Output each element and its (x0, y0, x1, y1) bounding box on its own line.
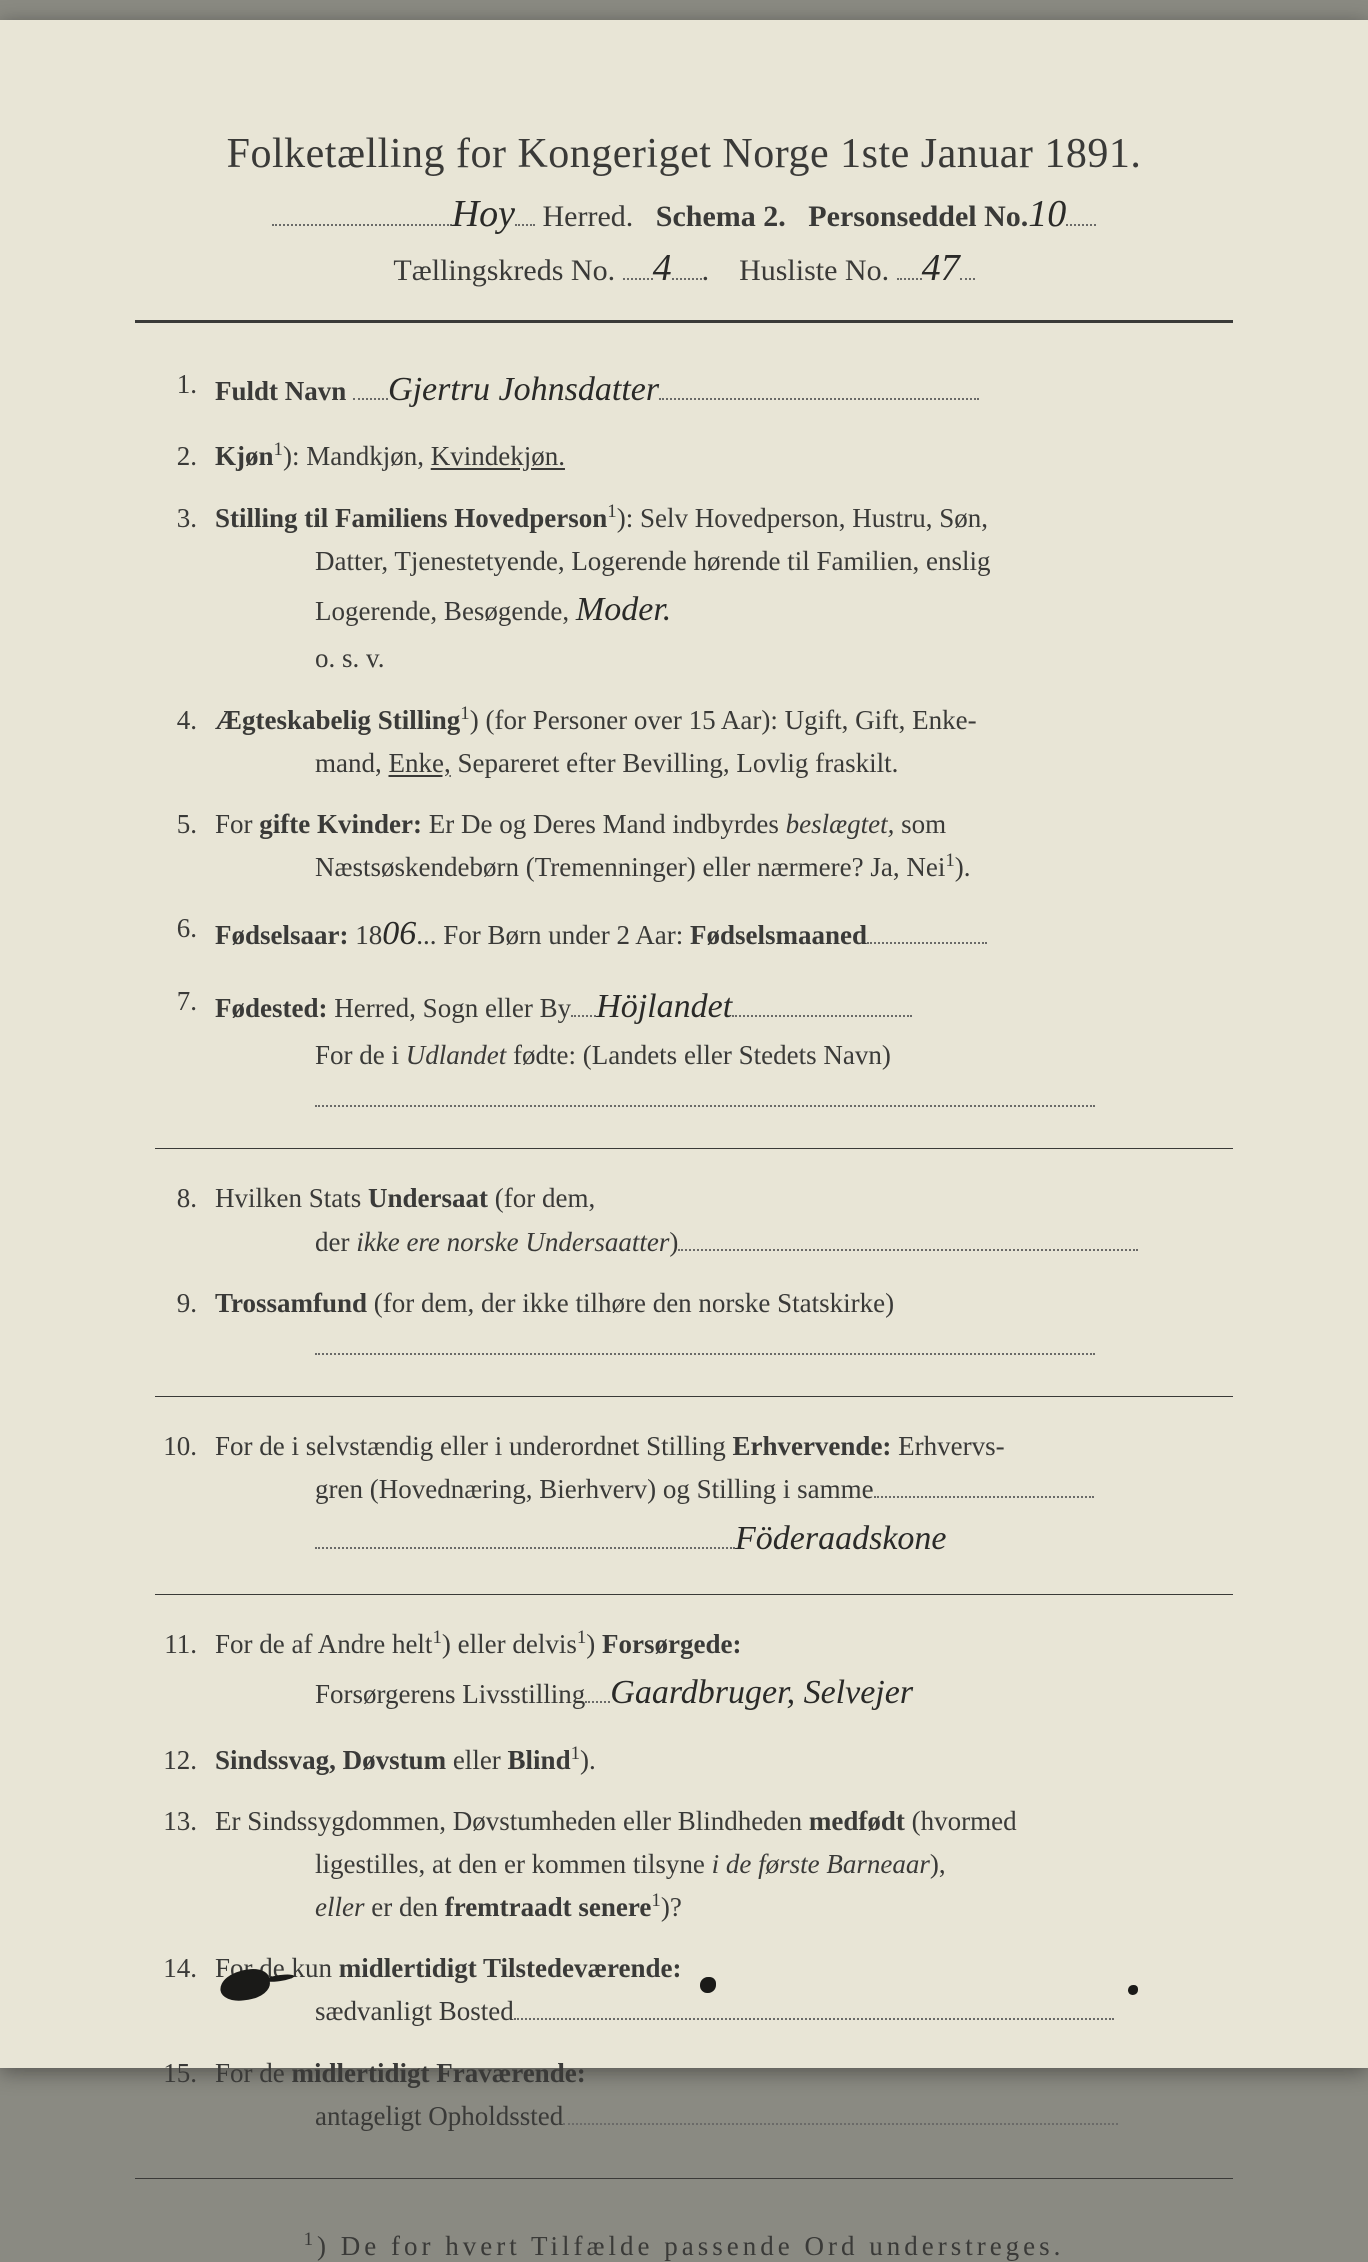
husliste-label: Husliste No. (739, 254, 889, 287)
item-num: 4. (155, 699, 215, 742)
item-label: Ægteskabelig Stilling (215, 705, 460, 735)
item-num: 14. (155, 1947, 215, 1990)
header-line-2: Tællingskreds No. 4. Husliste No. 47 (135, 246, 1233, 290)
herred-label: Herred. (543, 200, 634, 233)
item-label: Fuldt Navn (215, 376, 346, 406)
ink-blot-icon (700, 1977, 716, 1993)
husliste-hw: 47 (922, 246, 960, 290)
item-num: 15. (155, 2052, 215, 2095)
item-1: 1. Fuldt Navn Gjertru Johnsdatter (155, 363, 1233, 417)
divider-top (135, 320, 1233, 323)
item-label: midlertidigt Fraværende: (292, 2058, 586, 2088)
provider-handwritten: Gaardbruger, Selvejer (610, 1674, 913, 1711)
item-10: 10. For de i selvstændig eller i underor… (155, 1425, 1233, 1566)
birthplace-handwritten: Höjlandet (596, 988, 732, 1025)
tallingskreds-hw: 4 (653, 246, 672, 290)
item-num: 13. (155, 1800, 215, 1843)
tallingskreds-label: Tællingskreds No. (393, 254, 615, 287)
item-num: 10. (155, 1425, 215, 1468)
item-15: 15. For de midlertidigt Fraværende: anta… (155, 2052, 1233, 2138)
occupation-handwritten: Föderaadskone (735, 1520, 947, 1557)
item-label: gifte Kvinder: (259, 809, 422, 839)
header-line-1: Hoy Herred. Schema 2. Personseddel No.10 (135, 192, 1233, 236)
personseddel-label: Personseddel No. (808, 200, 1028, 233)
item-num: 9. (155, 1282, 215, 1325)
item-label: Stilling til Familiens Hovedperson (215, 503, 607, 533)
schema-label: Schema 2. (656, 200, 786, 233)
herred-handwritten: Hoy (452, 192, 515, 236)
footnote: 1) De for hvert Tilfælde passende Ord un… (135, 2229, 1233, 2262)
ink-blot-icon (1128, 1985, 1138, 1995)
item-label: Sindssvag, Døvstum (215, 1745, 446, 1775)
divider-mid-2 (155, 1396, 1233, 1397)
item-num: 8. (155, 1177, 215, 1220)
item-label: Fødested: (215, 993, 327, 1023)
item-7: 7. Fødested: Herred, Sogn eller ByHöjlan… (155, 980, 1233, 1121)
item-6: 6. Fødselsaar: 1806... For Børn under 2 … (155, 907, 1233, 961)
item-num: 6. (155, 907, 215, 950)
relation-handwritten: Moder. (576, 591, 671, 628)
item-14: 14. For de kun midlertidigt Tilstedevære… (155, 1947, 1233, 2033)
item-2: 2. Kjøn1): Mandkjøn, Kvindekjøn. (155, 435, 1233, 478)
item-num: 1. (155, 363, 215, 406)
name-handwritten: Gjertru Johnsdatter (388, 371, 659, 408)
underlined-value: Enke, (389, 748, 451, 778)
item-12: 12. Sindssvag, Døvstum eller Blind1). (155, 1739, 1233, 1782)
item-label: midlertidigt Tilstedeværende: (339, 1953, 682, 1983)
item-num: 5. (155, 803, 215, 846)
item-num: 7. (155, 980, 215, 1023)
item-label: Erhvervende: (732, 1431, 891, 1461)
item-9: 9. Trossamfund (for dem, der ikke tilhør… (155, 1282, 1233, 1368)
item-label: Trossamfund (215, 1288, 367, 1318)
item-label: medfødt (809, 1806, 905, 1836)
personseddel-hw: 10 (1028, 192, 1066, 236)
item-label: Undersaat (368, 1183, 488, 1213)
item-label: Kjøn (215, 441, 274, 471)
document-page: Folketælling for Kongeriget Norge 1ste J… (0, 20, 1368, 2068)
page-title: Folketælling for Kongeriget Norge 1ste J… (135, 130, 1233, 178)
form-items: 1. Fuldt Navn Gjertru Johnsdatter 2. Kjø… (135, 363, 1233, 2138)
item-13: 13. Er Sindssygdommen, Døvstumheden elle… (155, 1800, 1233, 1930)
birthyear-handwritten: 06 (382, 915, 416, 952)
item-11: 11. For de af Andre helt1) eller delvis1… (155, 1623, 1233, 1721)
item-3: 3. Stilling til Familiens Hovedperson1):… (155, 497, 1233, 681)
item-num: 3. (155, 497, 215, 540)
item-num: 11. (155, 1623, 215, 1666)
item-num: 2. (155, 435, 215, 478)
divider-mid-1 (155, 1148, 1233, 1149)
divider-bottom (135, 2178, 1233, 2179)
item-4: 4. Ægteskabelig Stilling1) (for Personer… (155, 699, 1233, 785)
underlined-value: Kvindekjøn. (431, 441, 565, 471)
item-label: Forsørgede: (602, 1629, 741, 1659)
divider-mid-3 (155, 1594, 1233, 1595)
item-5: 5. For gifte Kvinder: Er De og Deres Man… (155, 803, 1233, 889)
item-8: 8. Hvilken Stats Undersaat (for dem, der… (155, 1177, 1233, 1263)
item-num: 12. (155, 1739, 215, 1782)
item-label: Fødselsaar: (215, 920, 348, 950)
